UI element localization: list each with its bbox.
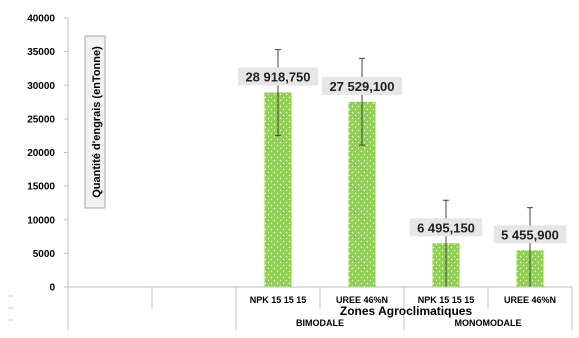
data-label: 27 529,100 [329, 79, 394, 94]
x-axis-title: Zones Agroclimatiques [340, 304, 473, 318]
category-label: UREE 46%N [336, 295, 388, 305]
y-tick-label: 35000 [27, 47, 55, 58]
y-tick-label: 40000 [27, 14, 55, 25]
category-label: UREE 46%N [504, 295, 556, 305]
y-tick-label: 5000 [33, 249, 56, 260]
data-label-box [409, 218, 483, 237]
y-axis-title: Quantité d'engrais (enTonne) [84, 35, 106, 209]
group-label: MONOMODALE [455, 318, 522, 328]
data-label-box [238, 67, 318, 86]
y-tick-label: 10000 [27, 215, 55, 226]
y-tick-label: 0 [49, 283, 55, 294]
y-axis-title-text: Quantité d'engrais (enTonne) [91, 46, 103, 198]
y-tick-label: 15000 [27, 182, 55, 193]
data-label: 6 495,150 [417, 220, 475, 235]
x-axis: NPK 15 15 15 UREE 46%N NPK 15 15 15 UREE 46… [67, 286, 573, 330]
group-label: BIMODALE [296, 318, 344, 328]
data-label: 5 455,900 [501, 227, 559, 242]
y-tick-label: 25000 [27, 114, 55, 125]
y-tick-label: 20000 [27, 148, 55, 159]
y-axis: 0 5000 10000 15000 20000 25000 30000 35000 40000 [8, 14, 68, 321]
bars [264, 92, 544, 287]
data-label: 28 918,750 [245, 70, 310, 85]
category-label: NPK 15 15 15 [250, 295, 307, 305]
y-tick-label: 30000 [27, 81, 55, 92]
data-labels: 28 918,750 27 529,100 6 495,150 5 455,900 [238, 67, 567, 244]
data-label-box [493, 225, 567, 244]
error-bars [275, 49, 533, 288]
category-label: NPK 15 15 15 [418, 295, 475, 305]
data-label-box [322, 76, 402, 95]
y-axis-title-box [84, 35, 106, 209]
